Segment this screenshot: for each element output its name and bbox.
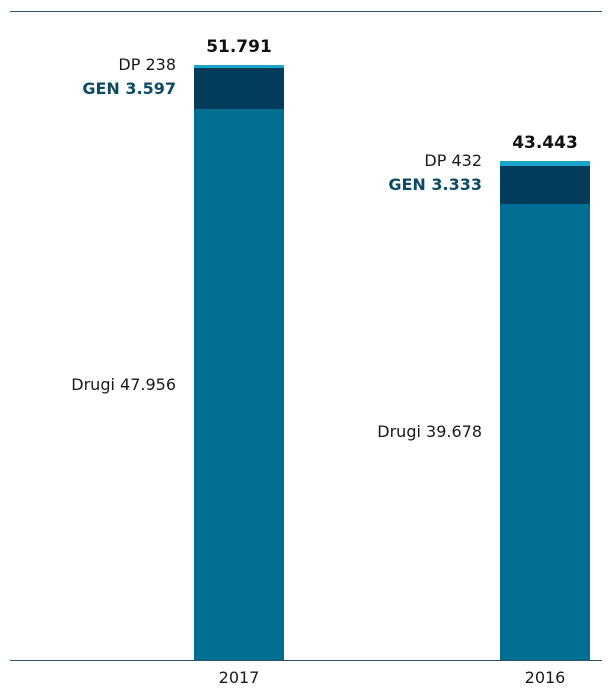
segment-dp-2016 bbox=[500, 160, 590, 166]
gen-label-2017: GEN 3.597 bbox=[82, 79, 176, 98]
segment-gen-2017 bbox=[194, 67, 284, 110]
dp-label-2017: DP 238 bbox=[118, 55, 176, 74]
bar-2016 bbox=[500, 160, 590, 660]
segment-dp-2017 bbox=[194, 65, 284, 68]
dp-label-2016: DP 432 bbox=[424, 150, 482, 170]
segment-drugi-2016 bbox=[500, 204, 590, 660]
bar-2017 bbox=[194, 65, 284, 660]
x-axis-baseline bbox=[10, 660, 602, 661]
drugi-label-2017: Drugi 47.956 bbox=[71, 374, 176, 394]
x-tick-2016: 2016 bbox=[524, 668, 566, 687]
gen-label-2016: GEN 3.333 bbox=[388, 174, 482, 194]
top-rule bbox=[10, 11, 602, 12]
total-label-2016: 43.443 bbox=[512, 132, 578, 153]
segment-drugi-2017 bbox=[194, 109, 284, 660]
total-label-2017: 51.791 bbox=[206, 37, 272, 57]
drugi-label-2016: Drugi 39.678 bbox=[377, 422, 482, 442]
x-tick-2017: 2017 bbox=[218, 668, 260, 687]
segment-gen-2016 bbox=[500, 165, 590, 205]
